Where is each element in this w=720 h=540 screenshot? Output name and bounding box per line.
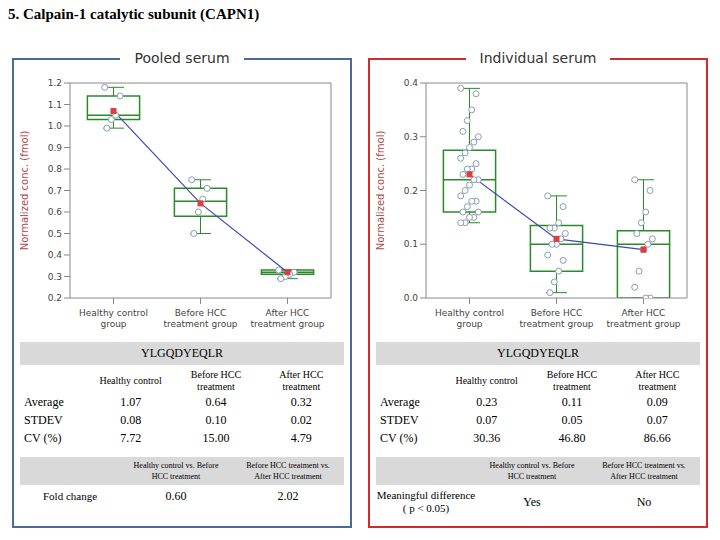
html-text:15.00: 15.00 (202, 430, 230, 445)
html-text:STDEV: STDEV (380, 412, 419, 427)
html-text:CV (%): CV (%) (24, 430, 62, 445)
html-text:Fold change: Fold change (43, 490, 97, 502)
svg-text:0.4: 0.4 (48, 250, 63, 260)
html-text:After HCC treatment: After HCC treatment (279, 369, 324, 392)
html-text:No: No (636, 494, 652, 509)
html-text:2.02: 2.02 (277, 489, 299, 503)
html-text:Healthy control vs. Before HCC: Healthy control vs. Before HCC treatment (133, 461, 219, 481)
html-text:1.07: 1.07 (120, 394, 142, 409)
html-text:4.79: 4.79 (290, 430, 312, 445)
svg-text:Normalized conc. (fmol): Normalized conc. (fmol) (20, 131, 30, 251)
html-text:0.07: 0.07 (476, 412, 498, 427)
svg-text:0.3: 0.3 (404, 132, 418, 142)
html-text:5. Calpain-1 catalytic subunit: 5. Calpain-1 catalytic subunit (CAPN1) (8, 6, 260, 22)
html-text:0.11: 0.11 (561, 394, 583, 409)
html-text:YLGQDYEQLR: YLGQDYEQLR (497, 346, 579, 360)
html-text:Average: Average (24, 394, 64, 409)
html-text:Before HCC treatment: Before HCC treatment (546, 369, 598, 392)
svg-text:0.8: 0.8 (48, 164, 63, 174)
html-text:After HCC treatment: After HCC treatment (635, 369, 680, 392)
svg-text:Healthy controlgroup: Healthy controlgroup (79, 308, 148, 329)
svg-text:1.0: 1.0 (48, 121, 63, 131)
svg-text:1.2: 1.2 (48, 78, 62, 88)
svg-text:0.0: 0.0 (404, 293, 419, 303)
html-text:Before HCC treatment: Before HCC treatment (190, 369, 242, 392)
svg-text:Healthy controlgroup: Healthy controlgroup (435, 308, 504, 329)
html-text:0.60: 0.60 (165, 489, 187, 503)
html-text:Yes: Yes (523, 494, 541, 509)
html-text:86.66: 86.66 (643, 430, 671, 445)
svg-text:0.7: 0.7 (48, 186, 62, 196)
html-text:0.02: 0.02 (290, 412, 312, 427)
html-text:CV (%): CV (%) (380, 430, 418, 445)
html-text:Before HCC treatment vs. After: Before HCC treatment vs. After HCC treat… (246, 461, 330, 481)
html-text:46.80: 46.80 (558, 430, 586, 445)
html-text:Average: Average (380, 394, 420, 409)
html-text:Healthy control: Healthy control (99, 375, 162, 386)
svg-text:0.2: 0.2 (404, 186, 418, 196)
svg-text:Before HCCtreatment group: Before HCCtreatment group (519, 308, 593, 329)
svg-text:0.1: 0.1 (404, 239, 418, 249)
html-text:0.64: 0.64 (205, 394, 227, 409)
svg-text:Normalized conc. (fmol): Normalized conc. (fmol) (376, 131, 386, 251)
html-text:Individual serum: Individual serum (479, 50, 597, 66)
html-text:YLGQDYEQLR: YLGQDYEQLR (141, 346, 223, 360)
html-text:0.05: 0.05 (561, 412, 583, 427)
html-text:0.09: 0.09 (646, 394, 668, 409)
svg-text:0.3: 0.3 (48, 272, 62, 282)
svg-text:0.9: 0.9 (48, 143, 63, 153)
svg-text:After HCCtreatment group: After HCCtreatment group (250, 308, 324, 329)
html-text:7.72: 7.72 (120, 430, 142, 445)
svg-text:0.5: 0.5 (48, 229, 62, 239)
html-text:STDEV: STDEV (24, 412, 63, 427)
html-text:Meaningful difference ( p < 0.: Meaningful difference ( p < 0.05) (376, 489, 476, 514)
svg-text:0.4: 0.4 (404, 78, 419, 88)
svg-text:After HCCtreatment group: After HCCtreatment group (606, 308, 680, 329)
html-text:30.36: 30.36 (473, 430, 501, 445)
html-text:0.08: 0.08 (120, 412, 142, 427)
html-text:Healthy control: Healthy control (455, 375, 518, 386)
svg-text:0.6: 0.6 (48, 207, 63, 217)
html-text:0.23: 0.23 (476, 394, 498, 409)
svg-text:Before HCCtreatment group: Before HCCtreatment group (163, 308, 237, 329)
svg-text:0.2: 0.2 (48, 293, 62, 303)
html-text:0.10: 0.10 (205, 412, 227, 427)
html-text:Before HCC treatment vs. After: Before HCC treatment vs. After HCC treat… (602, 461, 686, 481)
html-text:0.07: 0.07 (646, 412, 668, 427)
html-text:Pooled serum: Pooled serum (134, 50, 230, 66)
svg-text:1.1: 1.1 (48, 100, 62, 110)
html-text:Healthy control vs. Before HCC: Healthy control vs. Before HCC treatment (489, 461, 575, 481)
html-text:0.32: 0.32 (290, 394, 312, 409)
